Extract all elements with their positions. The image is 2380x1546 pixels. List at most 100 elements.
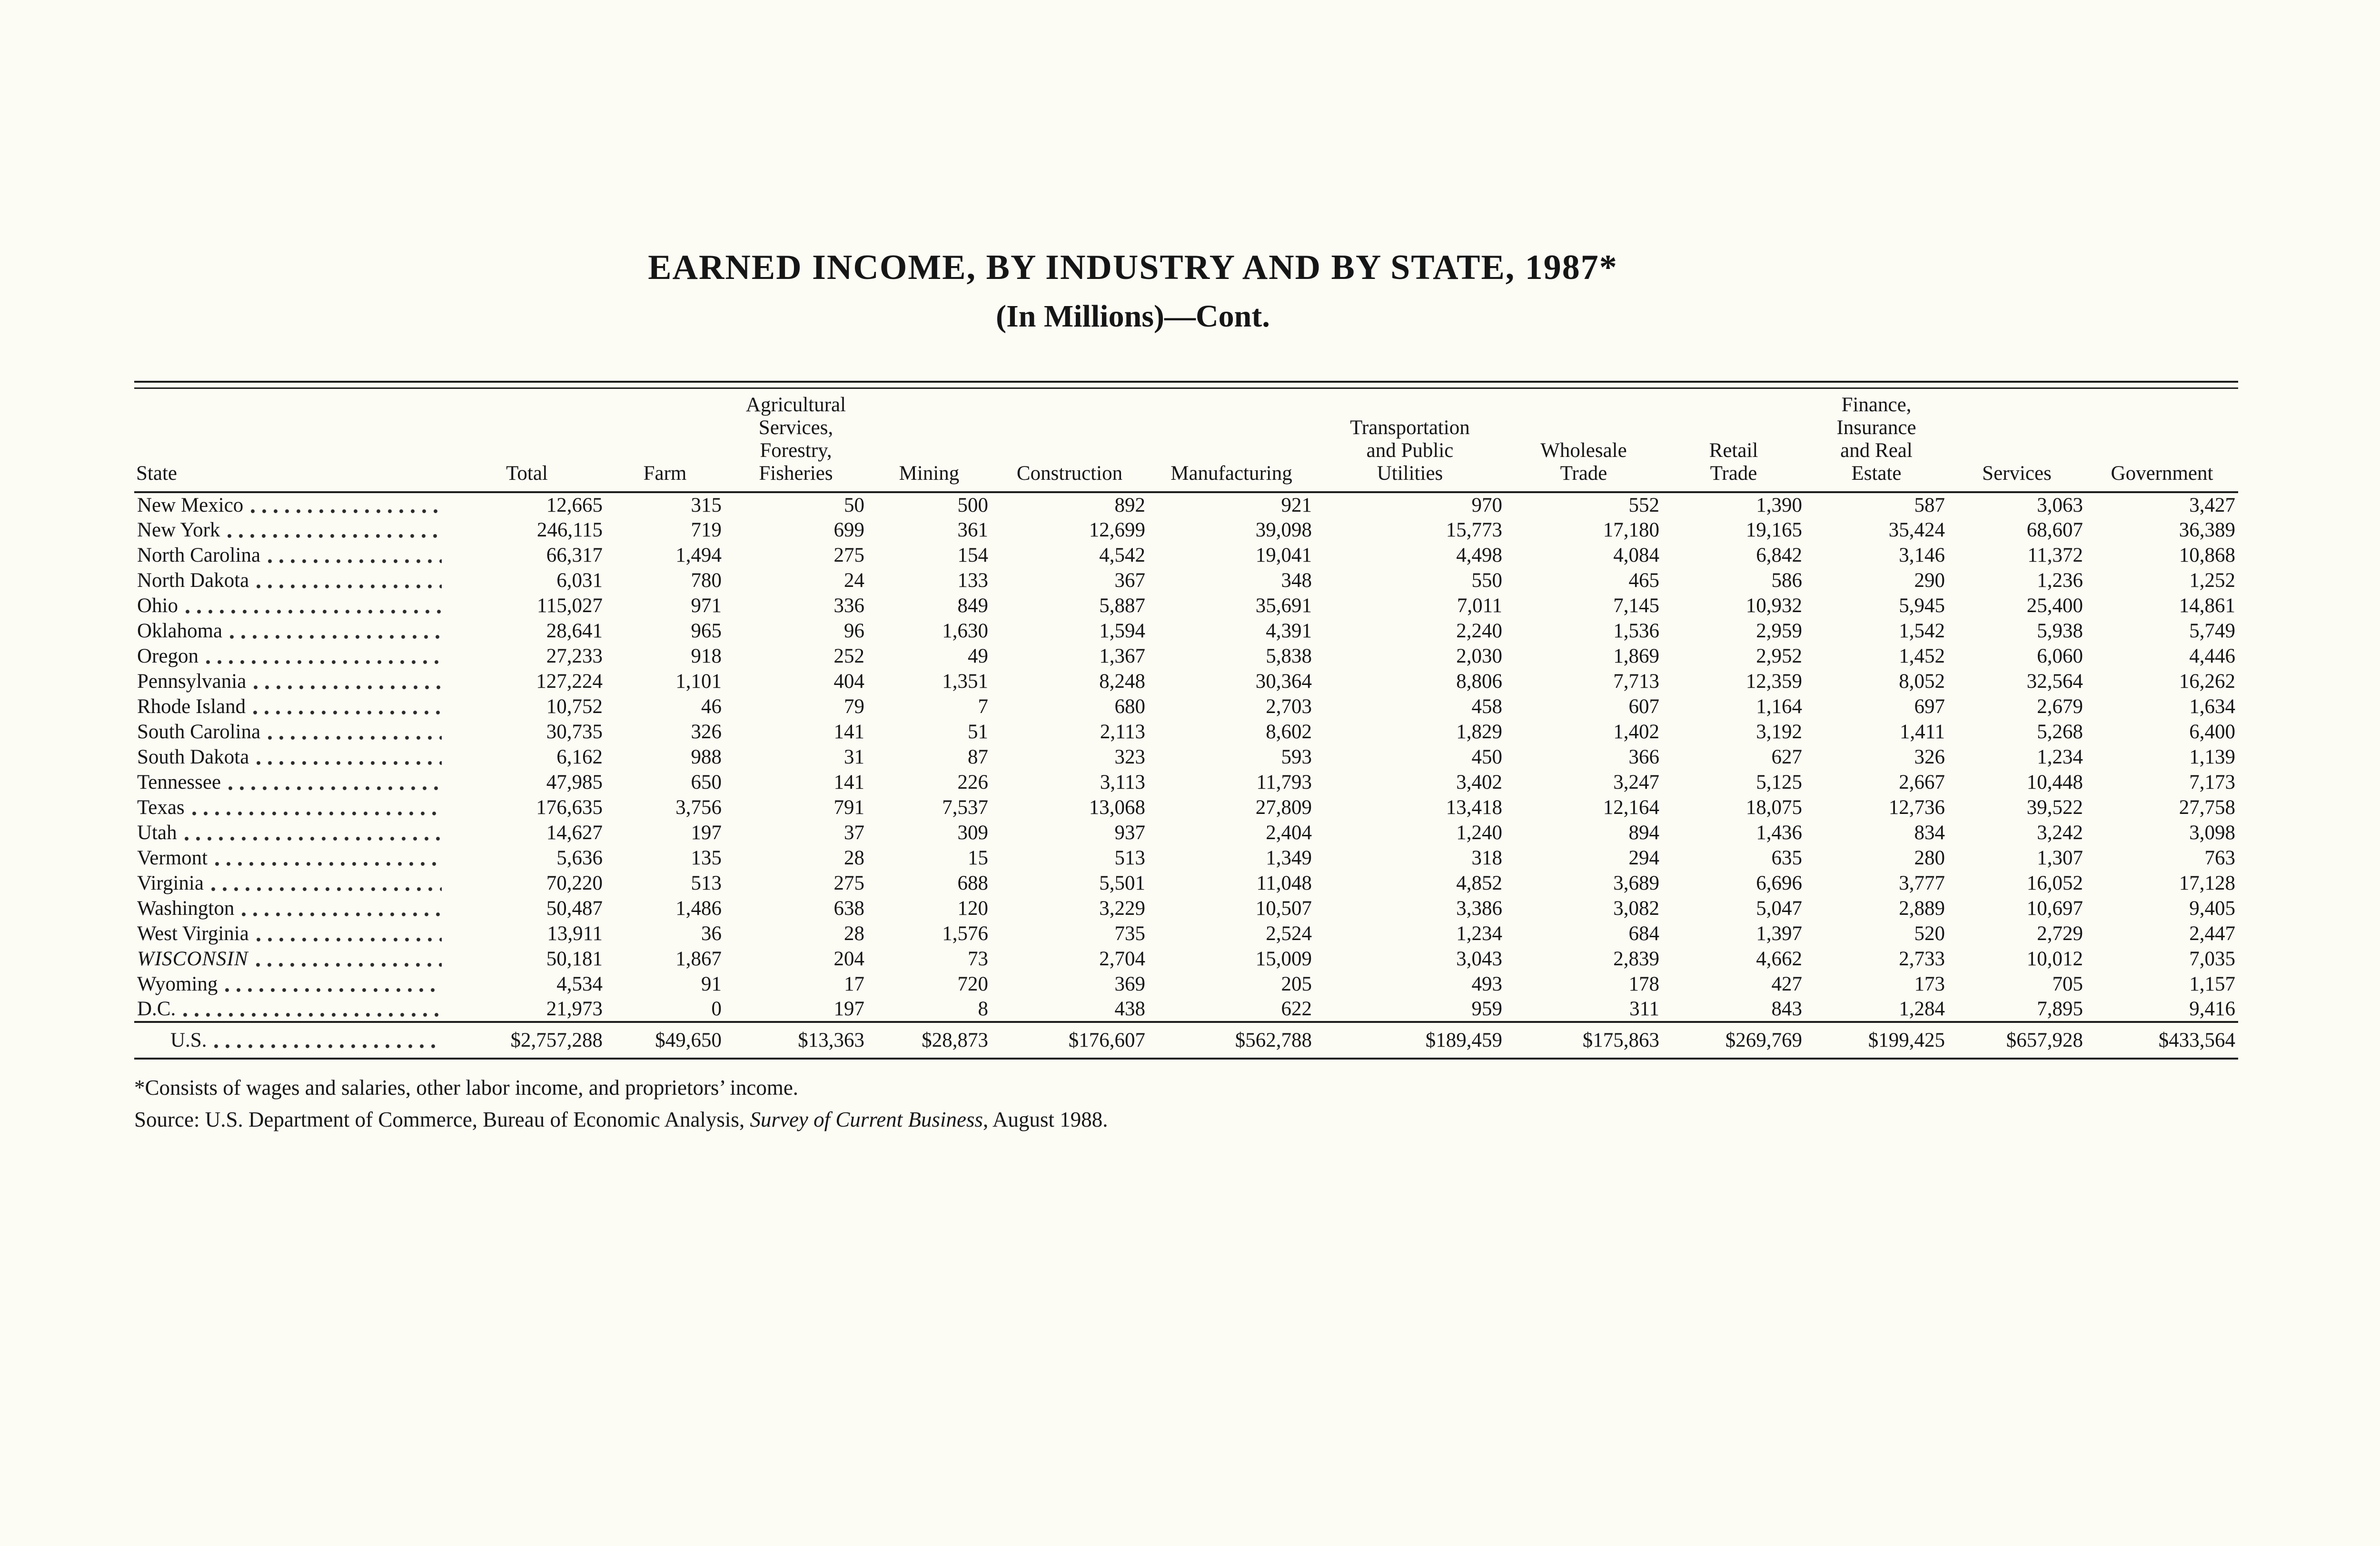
value-cell: 513 — [1114, 846, 1146, 869]
table-row: Rhode Island 10,752 46 79 7 680 2,703 458 607 1,1… — [134, 694, 2238, 719]
table-row: West Virginia 13,911 36 28 1,576 735 2,524 1,23… — [134, 921, 2238, 946]
value-cell: 14,627 — [546, 821, 603, 844]
value-cell: 135 — [691, 846, 722, 869]
table-row: Utah 14,627 197 37 309 937 2,404 1,240 894 1,436 8… — [134, 820, 2238, 845]
value-cell: 1,634 — [2189, 695, 2235, 718]
table-row: Washington 50,487 1,486 638 120 3,229 10,507 3,… — [134, 896, 2238, 921]
value-cell: 1,234 — [2037, 745, 2083, 768]
value-cell: 96 — [844, 619, 864, 642]
table-row: Wyoming 4,534 91 17 720 369 205 493 178 427 173 705… — [134, 971, 2238, 997]
value-cell: 2,447 — [2189, 922, 2235, 945]
column-header: Retail Trade — [1662, 392, 1805, 493]
value-cell: 1,402 — [1613, 720, 1659, 743]
value-cell: 9,416 — [2189, 997, 2235, 1020]
value-cell: 3,756 — [675, 796, 722, 819]
column-header: Transportation and Public Utilities — [1315, 392, 1505, 493]
value-cell: 10,752 — [546, 695, 603, 718]
value-cell: 1,351 — [942, 670, 988, 693]
state-name: Texas — [137, 796, 185, 819]
value-cell: 27,809 — [1255, 796, 1312, 819]
value-cell: 587 — [1914, 494, 1945, 516]
column-header: State — [134, 392, 448, 493]
dot-leader — [242, 912, 442, 917]
footnote-asterisk: *Consists of wages and salaries, other l… — [134, 1075, 799, 1100]
table-row: WISCONSIN 50,181 1,867 204 73 2,704 15,009 3,04… — [134, 946, 2238, 971]
value-cell: $28,873 — [867, 1021, 991, 1060]
table-row: Texas 176,635 3,756 791 7,537 13,068 27,809 13,… — [134, 795, 2238, 820]
value-cell: 697 — [1914, 695, 1945, 718]
state-name-cell: D.C. — [134, 997, 448, 1022]
dot-leader — [214, 1044, 442, 1049]
value-cell: 197 — [833, 997, 865, 1020]
value-cell: 50 — [844, 494, 864, 516]
value-cell: 3,242 — [2037, 821, 2083, 844]
source-line: Source: U.S. Department of Commerce, Bur… — [134, 1104, 2238, 1136]
dot-leader — [268, 735, 442, 740]
state-name: Virginia — [137, 872, 204, 894]
value-cell: 12,164 — [1603, 796, 1659, 819]
value-cell: 326 — [1914, 745, 1945, 768]
state-name: South Carolina — [137, 720, 261, 743]
source-suffix: , August 1988. — [982, 1108, 1108, 1132]
value-cell: 5,945 — [1899, 594, 1945, 617]
value-cell: 3,402 — [1456, 771, 1502, 793]
column-header: Construction — [991, 392, 1148, 493]
value-cell: 3,063 — [2037, 494, 2083, 516]
value-cell: 1,411 — [1899, 720, 1945, 743]
value-cell: 5,047 — [1756, 897, 1802, 920]
value-cell: 780 — [691, 569, 722, 592]
dot-leader — [256, 962, 442, 967]
state-name: Wyoming — [137, 972, 218, 995]
value-cell: 12,359 — [1745, 670, 1802, 693]
value-cell: 46 — [701, 695, 722, 718]
value-cell: $49,650 — [605, 1021, 724, 1060]
dot-leader — [257, 761, 442, 765]
value-cell: 2,959 — [1756, 619, 1802, 642]
value-cell: 791 — [833, 796, 865, 819]
column-header: Wholesale Trade — [1505, 392, 1662, 493]
title-line-1: EARNED INCOME, BY INDUSTRY AND BY STATE,… — [648, 248, 1618, 287]
value-cell: $13,363 — [724, 1021, 867, 1060]
value-cell: 50,487 — [546, 897, 603, 920]
value-cell: 11,372 — [2027, 544, 2083, 566]
state-name: Oklahoma — [137, 619, 223, 642]
dot-leader — [206, 660, 442, 664]
value-cell: 1,630 — [942, 619, 988, 642]
value-cell: $2,757,288 — [448, 1021, 605, 1060]
value-cell: $562,788 — [1148, 1021, 1315, 1060]
value-cell: 51 — [968, 720, 988, 743]
table-header-row: State Total Farm Agricultural Services, Fores… — [134, 392, 2238, 493]
value-cell: 1,486 — [675, 897, 722, 920]
value-cell: 4,534 — [556, 972, 603, 995]
value-cell: 32,564 — [2026, 670, 2083, 693]
table-row: D.C. 21,973 0 197 8 438 622 959 311 843 1,284 7,895… — [134, 997, 2238, 1022]
state-name-cell: Oregon — [134, 644, 448, 669]
source-prefix: Source: U.S. Department of Commerce, Bur… — [134, 1108, 750, 1132]
value-cell: 173 — [1914, 972, 1945, 995]
value-cell: 965 — [691, 619, 722, 642]
value-cell: 1,397 — [1756, 922, 1802, 945]
dot-leader — [225, 988, 442, 992]
state-name: South Dakota — [137, 745, 249, 768]
value-cell: 10,012 — [2026, 947, 2083, 970]
column-header: Services — [1948, 392, 2086, 493]
table-row: South Dakota 6,162 988 31 87 323 593 450 366 627 3… — [134, 744, 2238, 770]
value-cell: 635 — [1771, 846, 1803, 869]
value-cell: 5,501 — [1099, 872, 1145, 894]
dot-leader — [215, 862, 442, 866]
value-cell: 309 — [957, 821, 989, 844]
value-cell: 8,806 — [1456, 670, 1502, 693]
state-name-cell: North Carolina — [134, 543, 448, 568]
value-cell: 6,842 — [1756, 544, 1802, 566]
table-row: Tennessee 47,985 650 141 226 3,113 11,793 3,402… — [134, 770, 2238, 795]
value-cell: 1,436 — [1756, 821, 1802, 844]
value-cell: 688 — [957, 872, 989, 894]
value-cell: 1,234 — [1456, 922, 1502, 945]
value-cell: 2,679 — [2037, 695, 2083, 718]
value-cell: 8,052 — [1899, 670, 1945, 693]
value-cell: 141 — [833, 720, 865, 743]
value-cell: 1,494 — [675, 544, 722, 566]
value-cell: 27,233 — [546, 644, 603, 667]
value-cell: 290 — [1914, 569, 1945, 592]
